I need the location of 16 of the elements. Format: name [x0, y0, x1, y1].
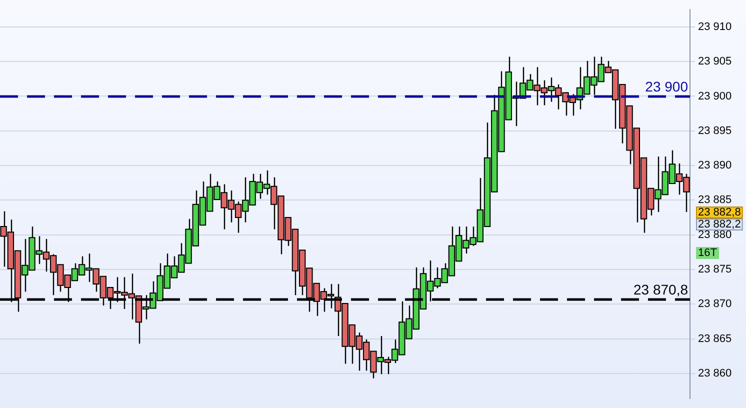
- y-tick-label: 23 870: [698, 298, 732, 310]
- y-tick-label: 23 910: [698, 20, 732, 33]
- y-tick-label: 23 865: [698, 332, 732, 345]
- ref-line-label: 23 870,8: [634, 281, 688, 298]
- text: 16T: [698, 247, 718, 260]
- y-tick-label: 23 890: [698, 160, 732, 172]
- y-tick-label: 23 875: [698, 264, 732, 276]
- text: 23 882,2: [698, 218, 741, 231]
- y-tick-label: 23 900: [698, 90, 732, 102]
- text: 23 882,8: [698, 206, 741, 219]
- y-tick-label: 23 860: [698, 367, 732, 380]
- y-tick-label: 23 880: [698, 228, 732, 241]
- ref-line-label: 23 900: [645, 78, 688, 94]
- y-tick-label: 23 885: [698, 194, 732, 206]
- y-tick-label: 23 895: [698, 124, 732, 137]
- y-tick-label: 23 905: [698, 56, 732, 68]
